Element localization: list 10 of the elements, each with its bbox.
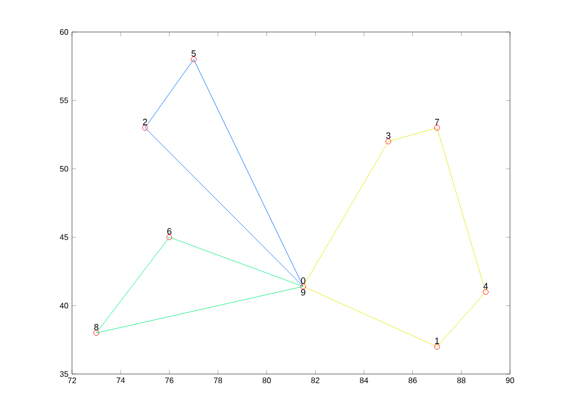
annotation: 3	[386, 132, 390, 139]
annotation: 0	[301, 277, 306, 284]
annotation: 9	[301, 289, 306, 296]
annotation: 5	[192, 50, 196, 57]
annotation: 7	[434, 118, 440, 126]
annotation: 6	[167, 228, 172, 235]
annotation: 2	[142, 118, 148, 126]
annotation: 4	[483, 283, 488, 290]
annotation: 8	[94, 324, 98, 330]
annotation: 1	[435, 338, 440, 344]
